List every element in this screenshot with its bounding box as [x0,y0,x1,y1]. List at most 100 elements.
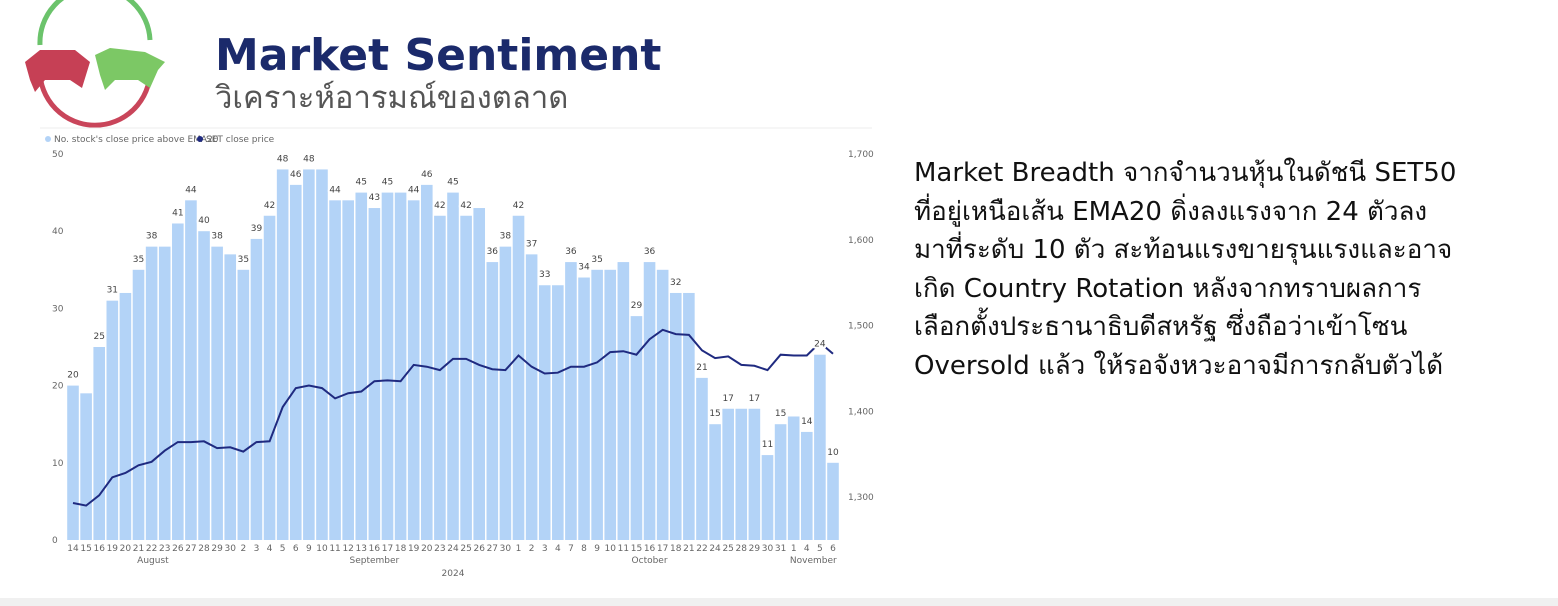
y-tick-label: 0 [52,536,58,546]
bar [787,416,800,540]
bar [303,169,315,540]
x-tick-label: 15 [80,544,91,554]
bar [486,262,499,540]
x-tick-label: 27 [185,544,196,554]
commentary-line: มาที่ระดับ 10 ตัว สะท้อนแรงขายรุนแรงและอ… [914,235,1453,265]
x-tick-label: 20 [421,544,433,554]
x-tick-label: 7 [568,544,574,554]
commentary-line: ที่อยู่เหนือเส้น EMA20 ดิ่งลงแรงจาก 24 ต… [914,196,1428,227]
x-tick-label: 16 [369,544,381,554]
bar [355,192,368,540]
data-label: 44 [408,185,420,195]
x-tick-label: 10 [316,544,328,554]
data-label: 38 [500,232,512,242]
x-tick-label: 30 [225,544,237,554]
x-tick-label: 29 [211,544,223,554]
bar [669,292,682,540]
y-tick-label: 10 [52,459,64,469]
bar [814,354,826,540]
bar [289,184,302,540]
page-title: Market Sentiment [215,30,661,81]
data-label: 46 [290,170,302,180]
logo [25,0,165,128]
commentary-line: เลือกตั้งประธานาธิบดีสหรัฐ ซึ่งถือว่าเข้… [914,312,1408,342]
x-tick-label: 11 [329,544,340,554]
x-tick-label: 29 [749,544,761,554]
data-label: 38 [211,232,223,242]
x-tick-label: 1 [516,544,522,554]
data-label: 45 [447,178,458,188]
bar [696,377,708,540]
data-label: 35 [133,255,144,265]
x-tick-label: 22 [696,544,707,554]
x-tick-label: 21 [683,544,694,554]
data-label: 25 [93,332,104,342]
bar [774,424,787,540]
bar [460,215,472,540]
legend-label: SET close price [206,135,275,145]
bar [106,300,119,540]
bar [329,200,341,540]
y-tick-label: 20 [52,382,64,392]
data-label: 38 [146,232,158,242]
data-label: 48 [303,154,315,164]
month-label: August [137,556,169,566]
x-tick-label: 11 [618,544,629,554]
bar [683,292,695,540]
x-tick-label: 18 [670,544,682,554]
bar [394,192,407,540]
bar [512,215,525,540]
data-label: 14 [801,417,813,427]
data-label: 42 [460,201,471,211]
bar [185,200,197,540]
bar [761,455,774,540]
bar [172,223,184,541]
data-label: 35 [591,255,602,265]
page-subtitle: วิเคราะห์อารมณ์ของตลาด [214,80,568,116]
data-label: 31 [107,286,118,296]
bar [145,246,158,540]
bar [630,316,643,540]
bar [211,246,223,540]
data-label: 32 [670,278,681,288]
x-tick-label: 9 [306,544,312,554]
bar [709,424,721,540]
bar [381,192,394,540]
bar [316,169,328,540]
data-label: 36 [565,247,577,257]
x-tick-label: 9 [594,544,600,554]
x-tick-label: 21 [133,544,144,554]
bar [237,269,250,540]
x-tick-label: 15 [631,544,642,554]
x-tick-label: 31 [775,544,786,554]
bar [132,269,145,540]
data-label: 42 [513,201,524,211]
bar [565,262,577,540]
x-tick-label: 4 [555,544,561,554]
data-label: 24 [814,340,826,350]
data-label: 36 [644,247,656,257]
y-tick-label: 40 [52,227,64,237]
data-label: 41 [172,208,183,218]
data-label: 43 [369,193,380,203]
x-tick-label: 16 [644,544,656,554]
month-label: November [790,556,837,566]
bar [827,462,839,540]
data-label: 11 [762,440,773,450]
data-label: 36 [487,247,499,257]
data-label: 44 [185,185,197,195]
y2-tick-label: 1,600 [848,236,874,246]
bar [499,246,512,540]
x-tick-label: 8 [581,544,587,554]
x-tick-label: 10 [605,544,617,554]
x-tick-label: 14 [67,544,79,554]
data-label: 15 [775,409,786,419]
legend-label: No. stock's close price above EMA20 [54,135,219,145]
bar [93,347,106,540]
x-tick-label: 4 [267,544,273,554]
x-tick-label: 4 [804,544,810,554]
y2-tick-label: 1,300 [848,493,874,503]
x-tick-label: 24 [709,544,721,554]
